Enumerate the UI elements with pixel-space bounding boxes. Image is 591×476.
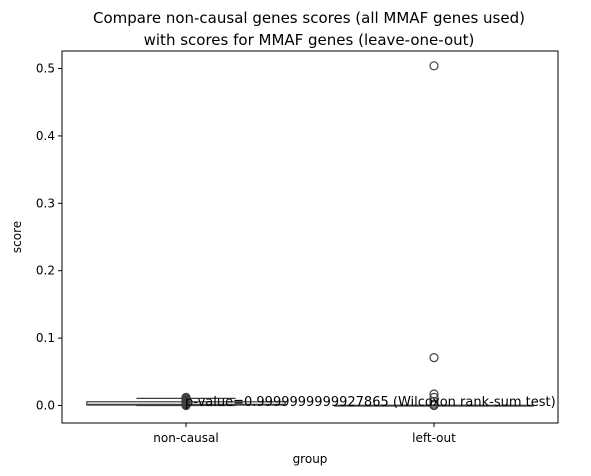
boxplots — [86, 61, 534, 411]
y-axis: 0.0 0.1 0.2 0.3 0.4 0.5 — [36, 62, 62, 412]
y-tick-label: 0.4 — [36, 129, 55, 143]
y-tick-label: 0.2 — [36, 264, 55, 278]
y-tick-label: 0.3 — [36, 196, 55, 210]
y-tick-label: 0.5 — [36, 62, 55, 76]
outlier-point — [429, 61, 439, 71]
plot-area — [61, 50, 559, 424]
outlier-point — [429, 353, 439, 363]
p-value-annotation: p-value=0.9999999999927865 (Wilcoxon ran… — [185, 395, 556, 410]
outlier-point — [181, 400, 191, 411]
chart-title-line-1: Compare non-causal genes scores (all MMA… — [93, 9, 525, 27]
boxplot-left-out — [334, 61, 534, 411]
chart-title-line-2: with scores for MMAF genes (leave-one-ou… — [144, 31, 475, 49]
x-axis-label: group — [293, 452, 328, 466]
outlier-point — [429, 396, 439, 407]
y-tick-label: 0.0 — [36, 398, 55, 412]
x-axis: non-causal left-out — [153, 423, 456, 445]
y-tick-label: 0.1 — [36, 331, 55, 345]
y-axis-label: score — [10, 221, 24, 253]
boxplot-non-causal — [86, 392, 286, 411]
x-tick-label: non-causal — [153, 431, 218, 445]
x-tick-label: left-out — [412, 431, 456, 445]
outlier-point — [429, 400, 439, 411]
